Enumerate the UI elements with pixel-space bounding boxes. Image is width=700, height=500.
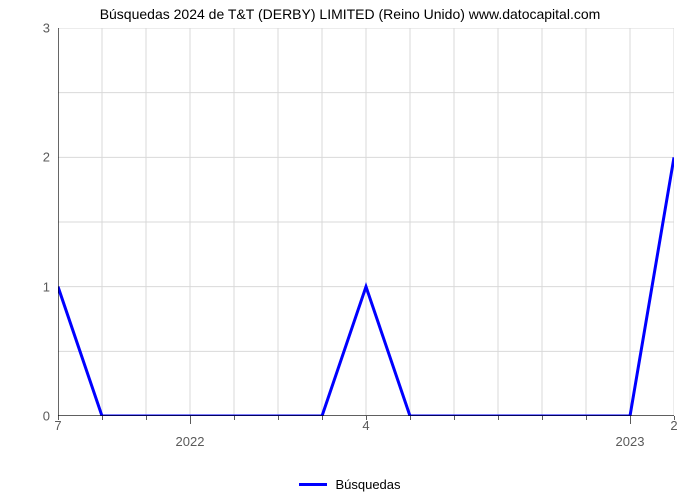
x-tick-mark-major [190,416,191,424]
axes [58,28,674,416]
x-tick-mark-minor [410,416,411,420]
x-tick-mark-minor [146,416,147,420]
y-tick: 0 [10,409,50,424]
x-tick-mark-minor [102,416,103,420]
axis-marker-label: 4 [362,418,369,433]
y-tick: 3 [10,21,50,36]
x-tick-mark-major [630,416,631,424]
x-tick-mark-minor [454,416,455,420]
x-tick: 2022 [176,434,205,449]
x-tick-mark-minor [586,416,587,420]
x-tick-mark-minor [498,416,499,420]
axis-marker-label: 2 [670,418,677,433]
legend: Búsquedas [0,477,700,492]
axis-marker-label: 7 [54,418,61,433]
x-tick-mark-minor [542,416,543,420]
legend-swatch [299,483,327,486]
x-tick-mark-minor [322,416,323,420]
chart-title: Búsquedas 2024 de T&T (DERBY) LIMITED (R… [0,6,700,22]
x-tick-mark-minor [278,416,279,420]
y-tick: 2 [10,150,50,165]
plot-area [58,28,674,416]
x-tick-mark-minor [234,416,235,420]
chart-container: { "chart": { "type": "line", "title": "B… [0,0,700,500]
legend-label: Búsquedas [335,477,400,492]
y-tick: 1 [10,279,50,294]
x-tick: 2023 [616,434,645,449]
